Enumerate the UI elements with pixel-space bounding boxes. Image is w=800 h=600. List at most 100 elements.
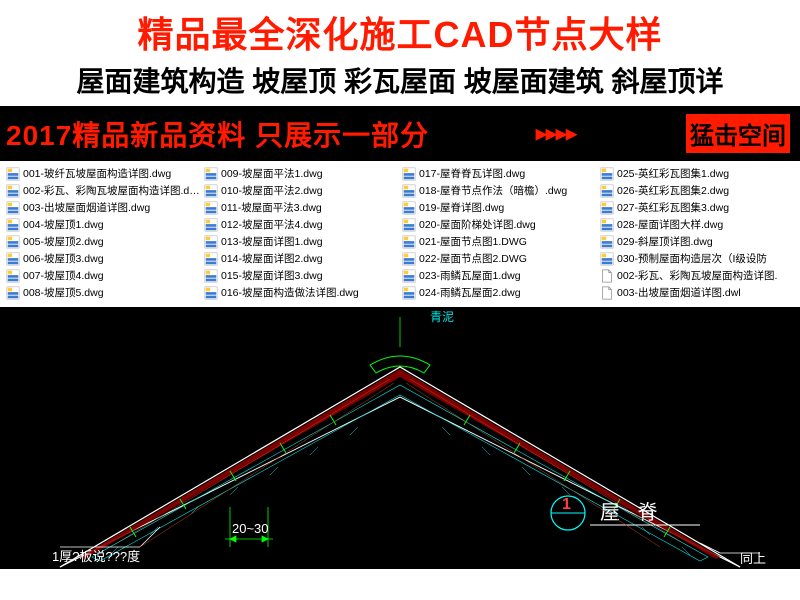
cta-button[interactable]: 猛击空间 [682,110,794,157]
cad-callout-number: 1 [562,496,571,513]
file-icon [600,269,614,283]
dwg-file-icon [600,235,614,249]
file-item[interactable]: 005-坡屋顶2.dwg [4,233,202,250]
file-item[interactable]: 006-坡屋顶3.dwg [4,250,202,267]
dwg-file-icon [6,252,20,266]
file-name-label: 024-雨鳞瓦屋面2.dwg [419,285,521,300]
file-item[interactable]: 019-屋脊详图.dwg [400,199,598,216]
file-name-label: 029-斜屋顶详图.dwg [617,234,713,249]
file-name-label: 003-出坡屋面烟道详图.dwg [23,200,150,215]
dwg-file-icon [204,184,218,198]
file-item[interactable]: 012-坡屋面平法4.dwg [202,216,400,233]
file-item[interactable]: 011-坡屋面平法3.dwg [202,199,400,216]
file-item[interactable]: 018-屋脊节点作法（暗檐）.dwg [400,182,598,199]
file-name-label: 006-坡屋顶3.dwg [23,251,104,266]
file-name-label: 018-屋脊节点作法（暗檐）.dwg [419,183,567,198]
file-name-label: 014-坡屋面详图2.dwg [221,251,323,266]
cad-dim-text: 20~30 [232,521,269,536]
dwg-file-icon [6,184,20,198]
file-item[interactable]: 024-雨鳞瓦屋面2.dwg [400,284,598,301]
file-item[interactable]: 002-彩瓦、彩陶瓦坡屋面构造详图.dwg [4,182,202,199]
file-name-label: 002-彩瓦、彩陶瓦坡屋面构造详图. [617,268,777,283]
file-name-label: 003-出坡屋面烟道详图.dwl [617,285,741,300]
file-name-label: 002-彩瓦、彩陶瓦坡屋面构造详图.dwg [23,183,200,198]
dwg-file-icon [402,252,416,266]
file-name-label: 001-玻纤瓦坡屋面构造详图.dwg [23,166,171,181]
dwg-file-icon [6,269,20,283]
file-item[interactable]: 016-坡屋面构造做法详图.dwg [202,284,400,301]
dwg-file-icon [600,201,614,215]
file-icon [600,286,614,300]
dwg-file-icon [6,167,20,181]
file-item[interactable]: 022-屋面节点图2.DWG [400,250,598,267]
dwg-file-icon [402,286,416,300]
dwg-file-icon [402,218,416,232]
file-name-label: 017-屋脊脊瓦详图.dwg [419,166,525,181]
file-item[interactable]: 026-英红彩瓦图集2.dwg [598,182,796,199]
file-name-label: 016-坡屋面构造做法详图.dwg [221,285,359,300]
file-item[interactable]: 027-英红彩瓦图集3.dwg [598,199,796,216]
file-item[interactable]: 028-屋面详图大样.dwg [598,216,796,233]
dwg-file-icon [600,167,614,181]
file-name-label: 007-坡屋顶4.dwg [23,268,104,283]
file-item[interactable]: 003-出坡屋面烟道详图.dwg [4,199,202,216]
dwg-file-icon [402,201,416,215]
banner-red-text: 2017精品新品资料 只展示一部分 [6,114,429,154]
file-name-label: 010-坡屋面平法2.dwg [221,183,323,198]
file-item[interactable]: 021-屋面节点图1.DWG [400,233,598,250]
promo-banner-bar: 2017精品新品资料 只展示一部分 ▸▸▸▸ 猛击空间 [0,106,800,161]
dwg-file-icon [6,201,20,215]
cad-drawing: 青泥 20~30 1厚?板说???度 1 屋 脊 同上 [0,307,800,569]
file-name-label: 008-坡屋顶5.dwg [23,285,104,300]
dwg-file-icon [204,286,218,300]
dwg-file-icon [204,235,218,249]
dwg-file-icon [402,184,416,198]
cad-label-ridge: 屋 脊 [600,501,664,524]
file-item[interactable]: 030-预制屋面构造层次（I级设防 [598,250,796,267]
file-name-label: 004-坡屋顶1.dwg [23,217,104,232]
cad-preview: 青泥 20~30 1厚?板说???度 1 屋 脊 同上 [0,307,800,569]
file-item[interactable]: 001-玻纤瓦坡屋面构造详图.dwg [4,165,202,182]
file-name-label: 030-预制屋面构造层次（I级设防 [617,251,767,266]
cad-label-top: 青泥 [430,310,454,324]
dwg-file-icon [6,286,20,300]
file-item[interactable]: 029-斜屋顶详图.dwg [598,233,796,250]
arrows-icon: ▸▸▸▸ [535,119,575,148]
file-name-label: 022-屋面节点图2.DWG [419,251,527,266]
file-item[interactable]: 013-坡屋面详图1.dwg [202,233,400,250]
file-listing: 001-玻纤瓦坡屋面构造详图.dwg002-彩瓦、彩陶瓦坡屋面构造详图.dwg0… [0,161,800,307]
dwg-file-icon [6,235,20,249]
file-item[interactable]: 004-坡屋顶1.dwg [4,216,202,233]
dwg-file-icon [402,167,416,181]
file-name-label: 025-英红彩瓦图集1.dwg [617,166,729,181]
dwg-file-icon [204,269,218,283]
banner-title-sub: 屋面建筑构造 坡屋顶 彩瓦屋面 坡屋面建筑 斜屋顶详 [0,58,800,104]
file-column-1: 001-玻纤瓦坡屋面构造详图.dwg 002-彩瓦、彩陶瓦坡屋面构造详图.dwg 0… [4,165,202,301]
file-item[interactable]: 002-彩瓦、彩陶瓦坡屋面构造详图. [598,267,796,284]
file-item[interactable]: 008-坡屋顶5.dwg [4,284,202,301]
file-item[interactable]: 025-英红彩瓦图集1.dwg [598,165,796,182]
dwg-file-icon [6,218,20,232]
file-name-label: 009-坡屋面平法1.dwg [221,166,323,181]
dwg-file-icon [600,252,614,266]
file-item[interactable]: 015-坡屋面详图3.dwg [202,267,400,284]
file-column-2: 009-坡屋面平法1.dwg 010-坡屋面平法2.dwg011-坡屋面平法3.d… [202,165,400,301]
file-item[interactable]: 007-坡屋顶4.dwg [4,267,202,284]
dwg-file-icon [402,235,416,249]
dwg-file-icon [204,252,218,266]
file-item[interactable]: 003-出坡屋面烟道详图.dwl [598,284,796,301]
file-name-label: 021-屋面节点图1.DWG [419,234,527,249]
file-item[interactable]: 010-坡屋面平法2.dwg [202,182,400,199]
file-item[interactable]: 017-屋脊脊瓦详图.dwg [400,165,598,182]
dwg-file-icon [204,167,218,181]
dwg-file-icon [600,184,614,198]
file-item[interactable]: 023-雨鳞瓦屋面1.dwg [400,267,598,284]
file-item[interactable]: 020-屋面阶梯处详图.dwg [400,216,598,233]
file-name-label: 015-坡屋面详图3.dwg [221,268,323,283]
dwg-file-icon [600,218,614,232]
file-name-label: 028-屋面详图大样.dwg [617,217,723,232]
file-name-label: 027-英红彩瓦图集3.dwg [617,200,729,215]
file-item[interactable]: 014-坡屋面详图2.dwg [202,250,400,267]
file-item[interactable]: 009-坡屋面平法1.dwg [202,165,400,182]
file-column-4: 025-英红彩瓦图集1.dwg026-英红彩瓦图集2.dwg027-英红彩瓦图集… [598,165,796,301]
